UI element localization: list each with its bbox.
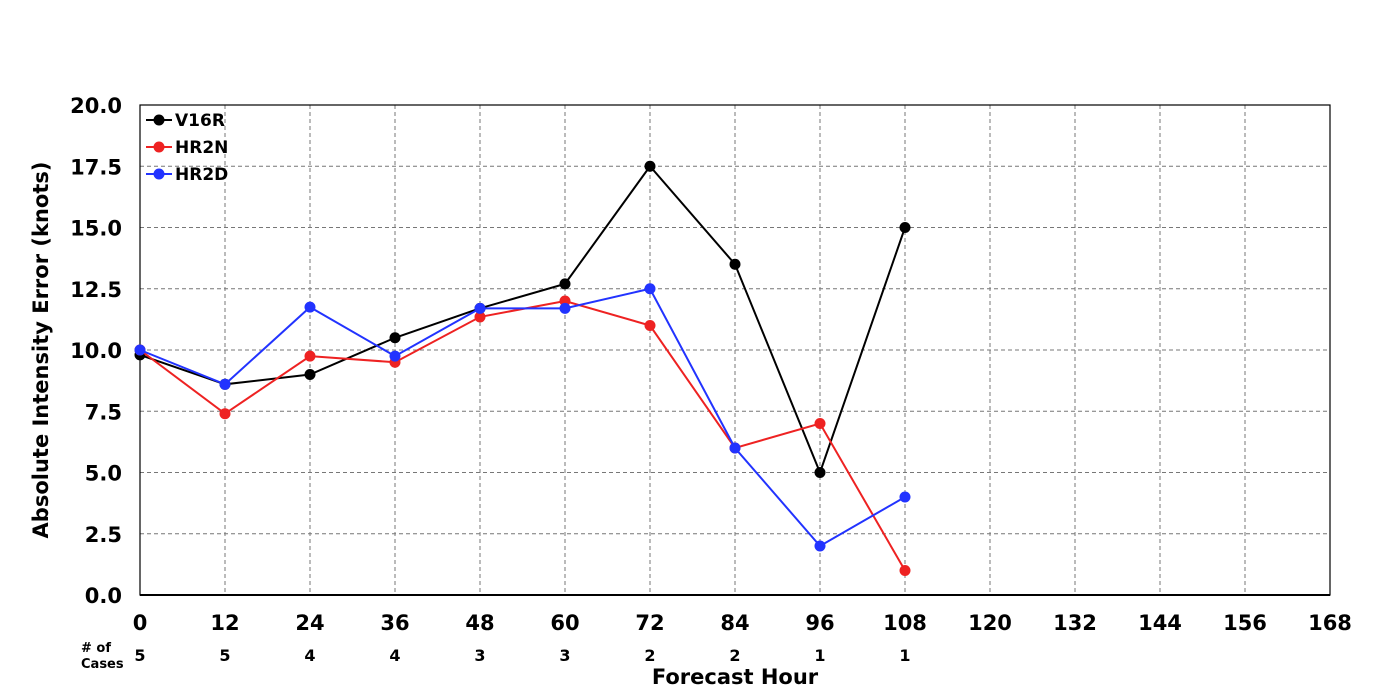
data-point: [304, 350, 316, 362]
x-tick-label: 156: [1223, 611, 1267, 635]
y-axis-ticks: 0.0 2.5 5.0 7.5 10.0 12.5 15.0 17.5 20.0: [70, 94, 122, 608]
data-point: [304, 301, 316, 313]
legend-item: HR2D: [146, 165, 228, 185]
data-point: [644, 160, 656, 172]
case-count: 5: [134, 646, 145, 665]
x-tick-label: 120: [968, 611, 1012, 635]
x-tick-label: 72: [635, 611, 664, 635]
legend: V16R HR2N HR2D: [146, 111, 228, 185]
data-point: [304, 369, 316, 380]
x-tick-label: 48: [465, 611, 494, 635]
case-count: 5: [219, 646, 230, 665]
case-count: 4: [304, 646, 315, 665]
cases-label-line2: Cases: [81, 657, 124, 672]
data-point: [474, 311, 486, 323]
case-count: 1: [899, 646, 910, 665]
y-axis-title: Absolute Intensity Error (knots): [29, 162, 53, 539]
legend-marker: [153, 114, 165, 126]
y-tick-label: 15.0: [70, 217, 122, 241]
case-count: 3: [559, 646, 570, 665]
series-line: [139, 299, 906, 572]
y-tick-label: 7.5: [85, 400, 122, 424]
x-axis-title: Forecast Hour: [652, 665, 819, 689]
case-count: 4: [389, 646, 400, 665]
data-point: [729, 442, 741, 454]
data-point: [134, 344, 146, 356]
legend-label: HR2N: [175, 138, 228, 158]
data-point: [219, 378, 231, 390]
x-tick-label: 36: [380, 611, 409, 635]
series-line: [139, 287, 906, 548]
data-point: [729, 258, 741, 270]
data-point: [389, 332, 401, 344]
y-tick-label: 17.5: [70, 155, 122, 179]
cases-row: # of Cases 5 5 4 4 3 3 2 2 1 1: [81, 641, 911, 672]
legend-item: HR2N: [146, 138, 228, 158]
legend-marker: [153, 141, 165, 153]
data-point: [899, 491, 911, 503]
y-tick-label: 10.0: [70, 339, 122, 363]
data-point: [899, 222, 911, 233]
data-point: [814, 418, 826, 429]
x-axis-ticks: 0 12 24 36 48 60 72 84 96 108 120 132 144 156 168: [133, 611, 1352, 635]
data-point: [474, 302, 486, 314]
data-point: [559, 278, 571, 290]
x-tick-label: 132: [1053, 611, 1097, 635]
series-line: [139, 164, 906, 476]
series-hr2d: [134, 283, 911, 552]
legend-marker: [153, 168, 165, 180]
data-point: [644, 283, 656, 295]
data-point: [559, 302, 571, 314]
data-point: [389, 350, 401, 362]
data-point: [644, 320, 656, 331]
case-count: 3: [474, 646, 485, 665]
y-tick-label: 0.0: [85, 584, 122, 608]
x-tick-label: 0: [133, 611, 148, 635]
cases-label-line1: # of: [81, 641, 111, 656]
legend-label: HR2D: [175, 165, 228, 185]
legend-item: V16R: [146, 111, 225, 131]
case-count: 1: [814, 646, 825, 665]
x-tick-label: 60: [550, 611, 579, 635]
case-count: 2: [729, 646, 740, 665]
y-tick-label: 20.0: [70, 94, 122, 118]
y-tick-label: 2.5: [85, 523, 122, 547]
y-tick-label: 5.0: [85, 462, 122, 486]
x-tick-label: 96: [805, 611, 834, 635]
x-tick-label: 108: [883, 611, 927, 635]
y-tick-label: 12.5: [70, 278, 122, 302]
x-tick-label: 12: [210, 611, 239, 635]
grid-lines: [140, 105, 1330, 595]
x-tick-label: 144: [1138, 611, 1182, 635]
data-point: [814, 540, 826, 552]
series-layer: [134, 160, 911, 576]
x-tick-label: 168: [1308, 611, 1352, 635]
x-tick-label: 84: [720, 611, 749, 635]
data-point: [899, 565, 911, 576]
legend-label: V16R: [175, 111, 225, 131]
data-point: [219, 408, 231, 420]
data-point: [814, 467, 826, 478]
case-count: 2: [644, 646, 655, 665]
x-tick-label: 24: [295, 611, 324, 635]
